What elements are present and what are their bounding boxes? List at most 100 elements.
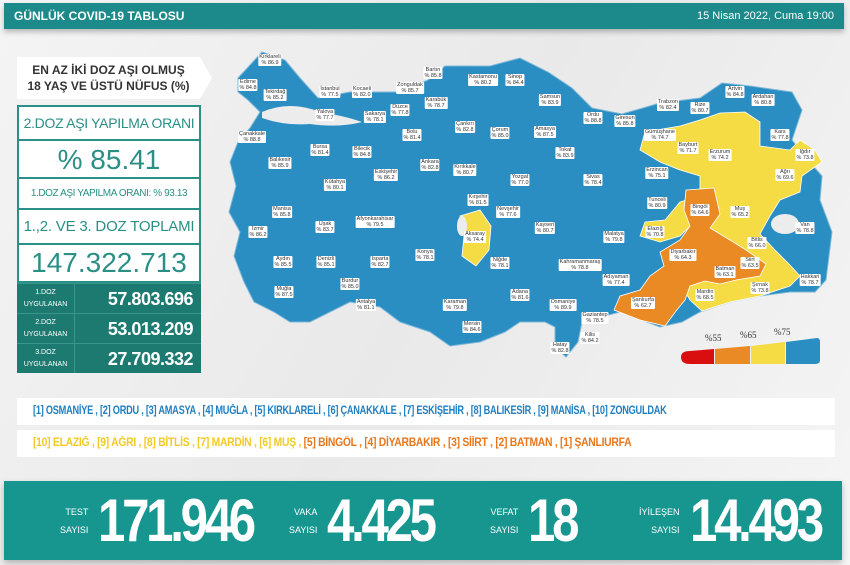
province-value: % 85.0 xyxy=(341,284,359,290)
province-label: Kars% 77.8 xyxy=(770,129,790,141)
province-name: Kastamonu xyxy=(469,74,497,80)
dose-label: 2.DOZ UYGULANAN xyxy=(17,314,75,343)
province-value: % 80.8 xyxy=(754,100,772,106)
second-dose-label: 2.DOZ AŞI YAPILMA ORANI xyxy=(19,107,199,141)
legend-above75 xyxy=(786,338,820,364)
province-value: % 79.8 xyxy=(446,305,464,311)
stat-value: 171.946 xyxy=(98,487,256,554)
stat-label-line2: SAYISI xyxy=(651,524,680,535)
stat-label: VEFAT SAYISI xyxy=(490,503,518,539)
panel-title: EN AZ İKİ DOZ AŞI OLMUŞ 18 YAŞ VE ÜSTÜ N… xyxy=(17,57,212,99)
province-value: % 85.5 xyxy=(274,262,292,268)
province-value: % 85.2 xyxy=(266,95,284,101)
province-label: Adıyaman% 77.4 xyxy=(602,274,630,286)
province-name: Kahramanmaraş xyxy=(559,259,601,265)
province-name: Nevşehir xyxy=(497,206,519,212)
province-value: % 77.6 xyxy=(499,212,517,218)
province-label: Tokat% 83.9 xyxy=(555,147,575,159)
province-name: Samsun xyxy=(539,94,561,100)
province-name: Isparta xyxy=(371,256,389,262)
province-name: Adıyaman xyxy=(603,274,629,280)
province-label: Elazığ% 70.8 xyxy=(645,226,665,238)
province-label: Kütahya% 80.1 xyxy=(323,179,347,191)
province-value: % 78.4 xyxy=(584,180,602,186)
province-label: Erzincan% 75.1 xyxy=(645,167,669,179)
top-provinces-list: [1] OSMANİYE , [2] ORDU , [3] AMASYA , [… xyxy=(17,398,835,425)
bottom-provinces-list: [10] ELAZIĞ , [9] AĞRI , [8] BİTLİS , [7… xyxy=(17,430,835,457)
stat-label-line1: TEST xyxy=(65,506,89,517)
province-value: % 74.4 xyxy=(466,237,484,243)
province-name: Aksaray xyxy=(465,231,485,237)
stat-label-line1: VEFAT xyxy=(490,506,519,517)
province-label: Iğdır% 73.8 xyxy=(795,149,815,161)
province-name: Kütahya xyxy=(324,179,346,185)
dose-row: 1.DOZ UYGULANAN 57.803.696 xyxy=(17,283,201,313)
province-label: Bartın% 85.8 xyxy=(423,67,443,79)
province-value: % 81.5 xyxy=(469,200,487,206)
province-label: Kırıkkale% 80.7 xyxy=(453,164,477,176)
province-name: Kocaeli xyxy=(352,86,372,92)
province-label: Burdur% 85.0 xyxy=(340,278,360,290)
stat-label: İYİLEŞEN SAYISI xyxy=(639,503,680,539)
stat-value: 14.493 xyxy=(689,487,824,554)
province-label: Yalova% 77.7 xyxy=(315,109,335,121)
province-name: Kırklareli xyxy=(259,54,281,60)
province-value: % 79.8 xyxy=(605,237,623,243)
province-value: % 80.1 xyxy=(326,185,344,191)
province-value: % 80.7 xyxy=(456,170,474,176)
province-name: Denizli xyxy=(317,256,335,262)
province-name: Eskişehir xyxy=(374,169,398,175)
vaccination-stats-box: 2.DOZ AŞI YAPILMA ORANI % 85.41 1.DOZ AŞ… xyxy=(17,105,201,283)
province-value: % 66.0 xyxy=(748,243,766,249)
province-label: Çankırı% 82.8 xyxy=(455,121,475,133)
province-label: Mardin% 68.5 xyxy=(695,289,715,301)
province-name: Karaman xyxy=(443,299,467,305)
province-label: İzmir% 86.2 xyxy=(248,226,268,238)
province-label: Muğla% 87.5 xyxy=(274,286,294,298)
vaccination-panel: EN AZ İKİ DOZ AŞI OLMUŞ 18 YAŞ VE ÜSTÜ N… xyxy=(17,57,212,373)
province-value: % 87.5 xyxy=(275,292,293,298)
province-name: Kayseri xyxy=(535,222,555,228)
province-name: Sinop xyxy=(507,74,523,80)
province-label: Gaziantep% 78.5 xyxy=(581,312,609,324)
province-name: Kilis xyxy=(584,332,596,338)
province-value: % 78.5 xyxy=(586,318,604,324)
province-name: Zonguldak xyxy=(397,82,423,88)
province-value: % 78.8 xyxy=(796,228,814,234)
dose-label-line2: UYGULANAN xyxy=(23,301,68,308)
province-name: Bartın xyxy=(425,67,441,73)
province-name: Sakarya xyxy=(364,111,386,117)
province-value: % 74.7 xyxy=(651,135,669,141)
province-value: % 64.6 xyxy=(691,210,709,216)
province-name: Hakkari xyxy=(800,274,820,280)
province-name: Adana xyxy=(512,289,528,295)
province-name: İstanbul xyxy=(320,86,340,92)
province-value: % 70.8 xyxy=(646,232,664,238)
header-bar: GÜNLÜK COVID-19 TABLOSU 15 Nisan 2022, C… xyxy=(4,3,844,29)
province-value: % 77.4 xyxy=(607,280,625,286)
legend-55-65 xyxy=(715,346,750,364)
province-name: Kırşehir xyxy=(468,194,488,200)
province-value: % 84.4 xyxy=(506,80,524,86)
province-name: Şırnak xyxy=(752,282,768,288)
province-name: Iğdır xyxy=(799,149,811,155)
legend-label-65: %65 xyxy=(740,330,757,340)
province-label: Antalya% 81.1 xyxy=(355,299,377,311)
province-value: % 78.7 xyxy=(801,280,819,286)
province-value: % 68.5 xyxy=(696,295,714,301)
province-name: Tunceli xyxy=(648,197,666,203)
province-name: Giresun xyxy=(615,115,635,121)
province-value: % 77.5 xyxy=(321,92,339,98)
province-name: Bayburt xyxy=(678,142,698,148)
province-label: Mersin% 84.6 xyxy=(462,321,482,333)
province-value: % 77.7 xyxy=(316,115,334,121)
province-value: % 86.2 xyxy=(377,175,395,181)
province-value: % 85.7 xyxy=(401,88,419,94)
legend-65-75 xyxy=(751,342,785,364)
province-label: Bilecik% 84.8 xyxy=(352,146,372,158)
province-label: Kayseri% 80.7 xyxy=(534,222,556,234)
province-label: Malatya% 79.8 xyxy=(603,231,625,243)
province-value: % 87.5 xyxy=(536,132,554,138)
province-label: Bolu% 81.4 xyxy=(402,129,422,141)
province-value: % 64.3 xyxy=(674,255,692,261)
